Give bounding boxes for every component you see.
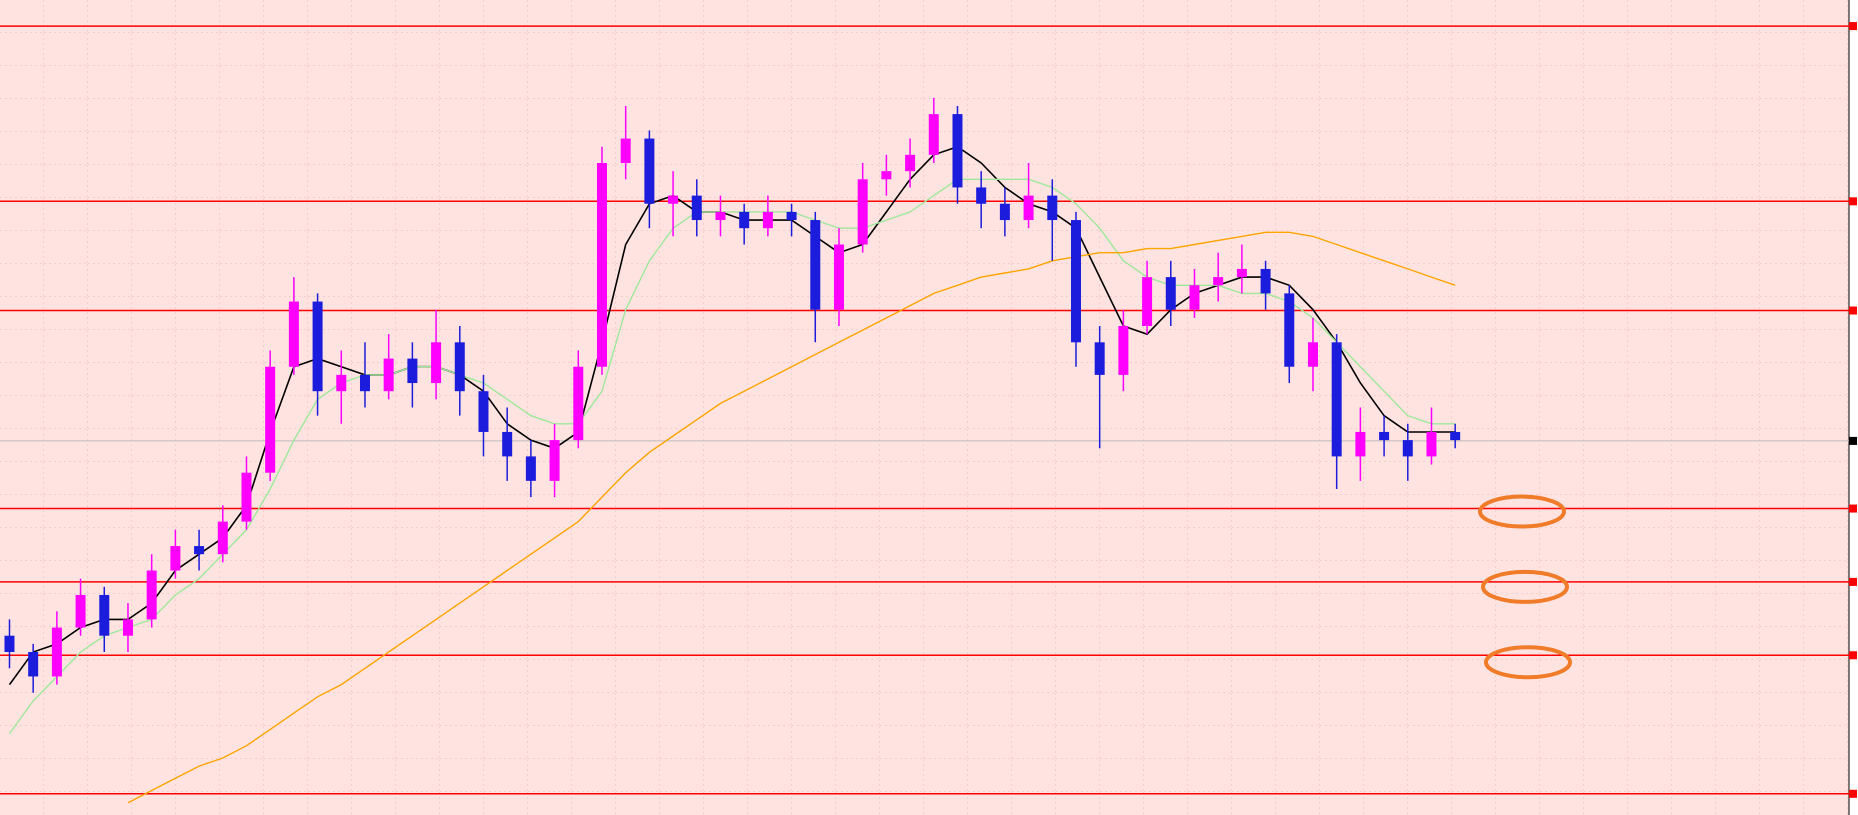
candle-body bbox=[976, 187, 987, 204]
candle-body bbox=[857, 179, 868, 245]
level-marker bbox=[1849, 651, 1857, 660]
candle-body bbox=[407, 358, 418, 384]
candle-body bbox=[762, 211, 773, 229]
candle-body bbox=[952, 114, 963, 188]
candle-body bbox=[4, 635, 15, 652]
candle-body bbox=[1165, 277, 1176, 310]
candle-body bbox=[170, 546, 181, 571]
candle-body bbox=[336, 374, 347, 392]
annotation-ellipse bbox=[1478, 494, 1566, 529]
moving-average-line bbox=[127, 231, 1456, 804]
candle-body bbox=[596, 163, 607, 367]
candle-body bbox=[194, 546, 205, 555]
candle-body bbox=[1307, 342, 1318, 367]
current-price-marker bbox=[1849, 436, 1857, 445]
candle-body bbox=[810, 220, 821, 310]
candle-body bbox=[715, 211, 726, 221]
candle-body bbox=[217, 521, 228, 555]
level-marker bbox=[1849, 789, 1857, 798]
candle-body bbox=[881, 171, 892, 180]
candle-body bbox=[75, 594, 86, 628]
candle-body bbox=[502, 431, 513, 457]
level-marker bbox=[1849, 197, 1857, 206]
candle-body bbox=[999, 203, 1010, 221]
moving-average-line bbox=[8, 178, 1456, 734]
candle-body bbox=[28, 652, 39, 677]
candle-body bbox=[1236, 268, 1247, 278]
candle-body bbox=[905, 154, 916, 172]
price-axis bbox=[1849, 0, 1858, 815]
candle-body bbox=[1094, 342, 1105, 375]
candle-body bbox=[146, 570, 157, 620]
candle-body bbox=[1284, 293, 1295, 367]
level-marker bbox=[1849, 504, 1857, 513]
candle-body bbox=[1047, 195, 1058, 221]
candle-body bbox=[359, 374, 370, 392]
annotation-ellipse bbox=[1481, 569, 1569, 604]
candle-body bbox=[644, 138, 655, 204]
candle-body bbox=[1331, 342, 1342, 457]
candle-body bbox=[691, 195, 702, 221]
candle-body bbox=[1355, 431, 1366, 457]
candle-body bbox=[668, 195, 679, 204]
candle-body bbox=[265, 366, 276, 473]
level-marker bbox=[1849, 577, 1857, 586]
candle-body bbox=[1118, 326, 1129, 375]
candle-body bbox=[122, 619, 133, 636]
candle-body bbox=[1070, 220, 1081, 343]
candle-body bbox=[525, 456, 536, 481]
candle-body bbox=[383, 358, 394, 392]
candle-body bbox=[786, 211, 797, 221]
candle-body bbox=[928, 114, 939, 155]
candle-body bbox=[454, 342, 465, 392]
candle-body bbox=[573, 366, 584, 441]
candle-body bbox=[833, 244, 844, 310]
candle-body bbox=[1142, 277, 1153, 326]
candle-body bbox=[1189, 285, 1200, 310]
candle-body bbox=[1402, 440, 1413, 457]
candle-body bbox=[620, 138, 631, 163]
candle-body bbox=[549, 440, 560, 481]
candle-body bbox=[431, 342, 442, 384]
annotation-ellipse bbox=[1484, 645, 1572, 680]
level-marker bbox=[1849, 22, 1857, 31]
level-marker bbox=[1849, 306, 1857, 315]
candle-body bbox=[51, 627, 62, 677]
candle-body bbox=[1426, 431, 1437, 457]
candle-body bbox=[241, 472, 252, 522]
candle-body bbox=[1023, 195, 1034, 221]
candle-body bbox=[1213, 277, 1224, 286]
candle-body bbox=[288, 301, 299, 367]
candle-body bbox=[312, 301, 323, 392]
candle-body bbox=[478, 391, 489, 432]
candle-body bbox=[1379, 431, 1390, 441]
candle-body bbox=[1450, 431, 1461, 441]
candle-body bbox=[99, 594, 110, 636]
candle-body bbox=[1260, 268, 1271, 294]
candle-body bbox=[739, 211, 750, 229]
